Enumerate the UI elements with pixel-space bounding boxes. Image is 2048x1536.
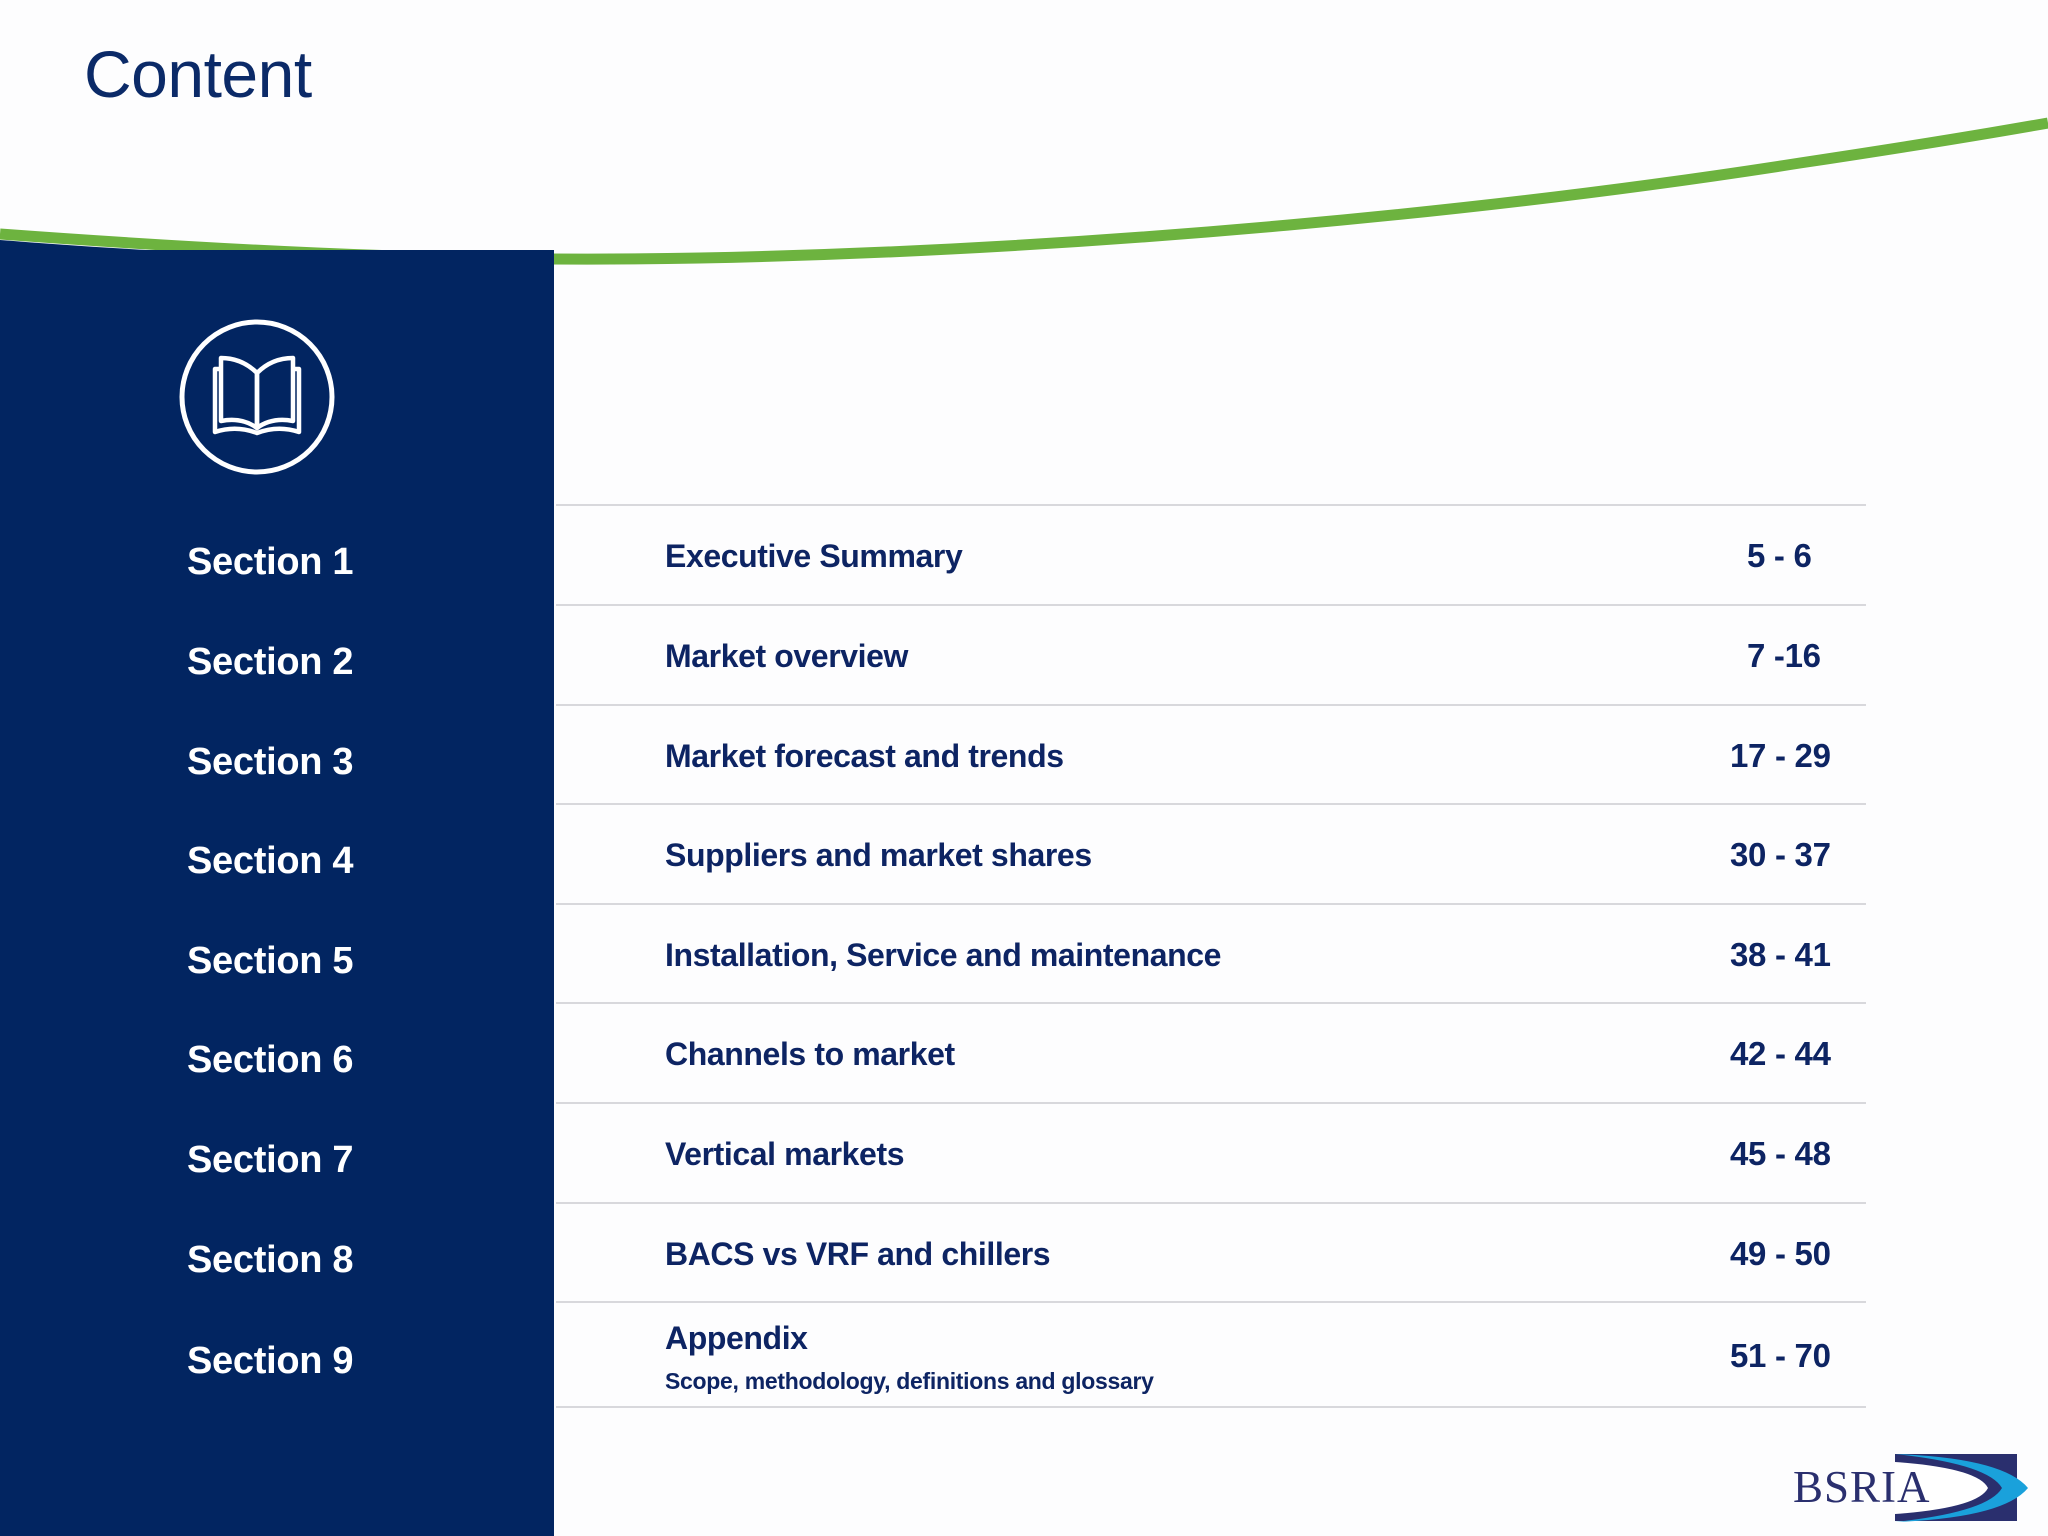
toc-row-title: Executive Summary (665, 538, 963, 574)
toc-row-title: Vertical markets (665, 1136, 905, 1172)
section-label: Section 2 (187, 641, 354, 683)
sidebar-panel (0, 250, 554, 1536)
page-title: Content (84, 37, 312, 111)
section-label: Section 3 (187, 741, 354, 783)
toc-row-title: Installation, Service and maintenance (665, 937, 1222, 973)
toc-row-pages: 42 - 44 (1730, 1035, 1831, 1072)
toc-row-subtitle: Scope, methodology, definitions and glos… (665, 1368, 1154, 1394)
toc-row-title: BACS vs VRF and chillers (665, 1236, 1051, 1272)
toc-row-pages: 49 - 50 (1730, 1235, 1831, 1272)
section-label: Section 5 (187, 940, 354, 982)
divider (556, 803, 1866, 805)
section-label: Section 1 (187, 541, 354, 583)
toc-row-title: Market overview (665, 638, 909, 674)
section-label: Section 6 (187, 1039, 354, 1081)
divider (556, 1102, 1866, 1104)
toc-row-title: Channels to market (665, 1036, 955, 1072)
toc-row-pages: 17 - 29 (1730, 737, 1831, 774)
divider (556, 903, 1866, 905)
toc-row-title: Market forecast and trends (665, 738, 1064, 774)
toc-row-pages: 30 - 37 (1730, 836, 1831, 873)
divider (556, 1202, 1866, 1204)
toc-row-pages: 51 - 70 (1730, 1337, 1831, 1374)
toc-row-pages: 7 -16 (1747, 637, 1821, 674)
divider (556, 1406, 1866, 1408)
toc-row-pages: 38 - 41 (1730, 936, 1831, 973)
bsria-logo: BSRIA (1788, 1450, 2038, 1526)
divider (556, 1301, 1866, 1303)
open-book-icon (179, 319, 335, 475)
section-label: Section 9 (187, 1340, 354, 1382)
section-label: Section 4 (187, 840, 354, 882)
divider (556, 504, 1866, 506)
section-label: Section 8 (187, 1239, 354, 1281)
bsria-logo-mark (1895, 1454, 2028, 1522)
toc-row-pages: 45 - 48 (1730, 1135, 1831, 1172)
divider (556, 704, 1866, 706)
toc-row-title: Suppliers and market shares (665, 837, 1092, 873)
toc-row-title: Appendix (665, 1320, 808, 1356)
divider (556, 604, 1866, 606)
divider (556, 1002, 1866, 1004)
section-label: Section 7 (187, 1139, 354, 1181)
table-of-contents: Executive Summary 5 - 6 Market overview … (556, 0, 1866, 1536)
logo-text: BSRIA (1793, 1462, 1931, 1512)
toc-row-pages: 5 - 6 (1747, 537, 1812, 574)
